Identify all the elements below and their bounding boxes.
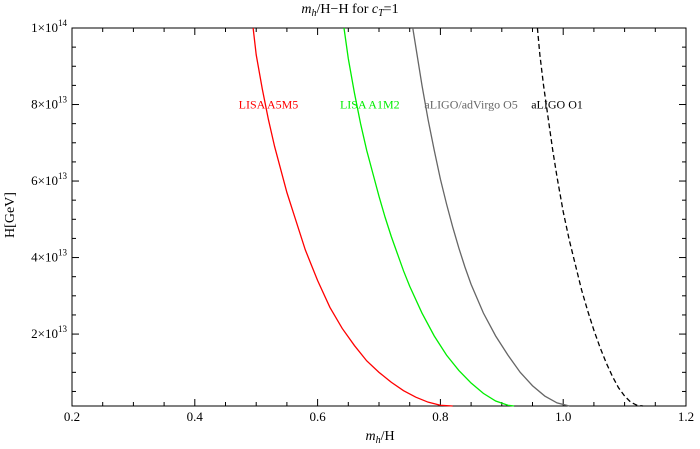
series-line-2 <box>412 27 570 407</box>
x-axis-title: mh/H <box>365 429 394 446</box>
curve-labels: LISA A5M5 LISA A1M2 aLIGO/adVirgo O5 aLIGO … <box>239 98 583 112</box>
x-tick-label: 1.0 <box>555 409 571 424</box>
series-line-1 <box>343 27 515 407</box>
y-axis-title: H[GeV] <box>3 192 18 238</box>
y-tick-label: 8×1013 <box>31 95 67 112</box>
series-line-3 <box>536 27 644 407</box>
series-label-2: aLIGO/adVirgo O5 <box>424 98 517 112</box>
y-tick-label: 1×1014 <box>31 18 67 35</box>
series-line-0 <box>252 27 453 407</box>
x-tick-label: 0.4 <box>187 409 204 424</box>
y-tick-label: 4×1013 <box>31 248 67 265</box>
chart-title: mh/H−H for cT=1 <box>301 2 398 19</box>
series-label-3: aLIGO O1 <box>531 98 583 112</box>
y-tick-label: 6×1013 <box>31 171 67 188</box>
x-tick-label: 0.2 <box>64 409 80 424</box>
y-tick-label: 2×1013 <box>31 324 67 341</box>
series-group <box>252 27 644 407</box>
x-tick-label: 0.8 <box>432 409 448 424</box>
series-label-1: LISA A1M2 <box>340 98 400 112</box>
x-tick-label: 1.2 <box>678 409 694 424</box>
series-label-0: LISA A5M5 <box>239 98 299 112</box>
ticks <box>71 27 687 406</box>
tick-labels: 0.2 0.4 0.6 0.8 1.0 1.2 2×1013 4×1013 6×1013 8×10… <box>31 18 694 424</box>
x-tick-label: 0.6 <box>309 409 326 424</box>
plot-frame <box>71 27 687 407</box>
